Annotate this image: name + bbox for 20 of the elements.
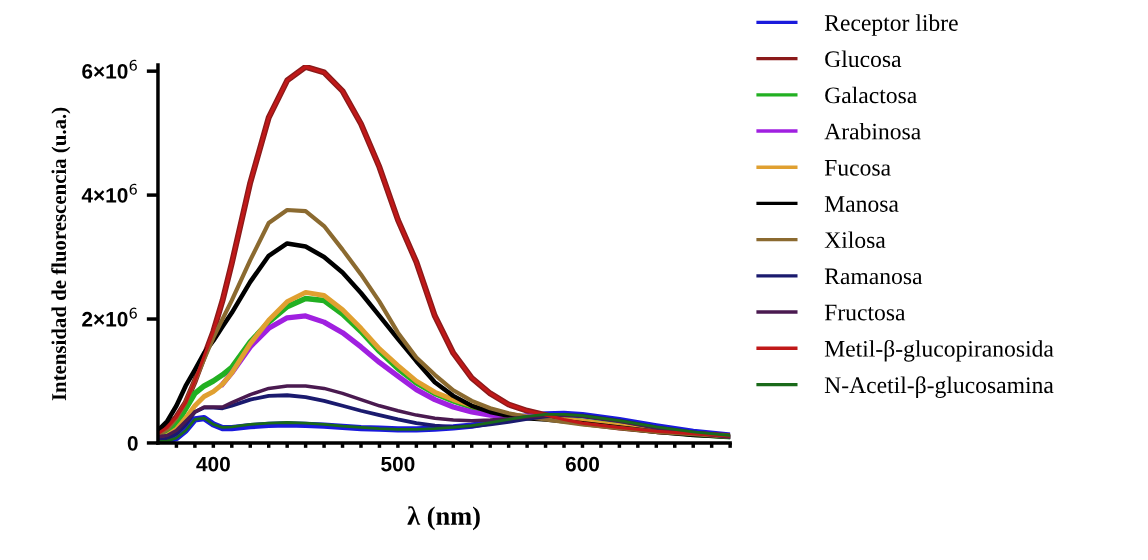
legend-label: Receptor libre: [824, 14, 958, 36]
legend-label: Arabinosa: [824, 122, 921, 140]
legend-label: Ramanosa: [824, 268, 923, 285]
legend-label: Metil-β-glucopiranosida: [824, 339, 1054, 362]
x-axis-title: λ (nm): [407, 506, 480, 531]
legend-label: Manosa: [824, 196, 899, 212]
y-tick-label: 2×10$^{6}$: [82, 307, 137, 327]
y-tick-label: 0: [127, 435, 138, 451]
x-tick-label: 400: [196, 456, 230, 472]
legend-label: Galactosa: [825, 86, 917, 104]
y-axis-title: Intensidad de fluorescencia (u.a.): [51, 107, 71, 401]
legend-label: N-Acetil-β-glucosamina: [824, 376, 1054, 398]
y-tick-label: 6×10$^{6}$: [82, 59, 137, 79]
legend-label: Xilosa: [824, 231, 886, 249]
legend-label: Fructosa: [824, 304, 906, 321]
x-tick-label: 500: [381, 456, 415, 472]
legend-label: Fucosa: [824, 160, 891, 176]
legend-label: Glucosa: [825, 50, 902, 68]
x-tick-label: 600: [565, 456, 599, 472]
y-tick-label: 4×10$^{6}$: [81, 183, 137, 203]
